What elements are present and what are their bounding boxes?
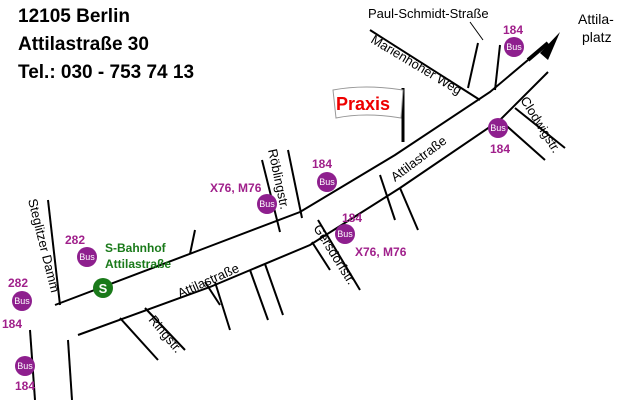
bus-icon [15, 356, 35, 376]
bus-icon [12, 291, 32, 311]
street-name: Ringstr. [146, 312, 186, 355]
side-streets [29, 29, 566, 400]
road-edge [514, 107, 566, 149]
road-edge [204, 281, 221, 306]
bus-icon-label: Bus [490, 123, 506, 133]
street-name: Paul-Schmidt-Straße [368, 6, 489, 21]
address-line: Tel.: 030 - 753 74 13 [18, 62, 194, 83]
flag [332, 86, 404, 119]
pointer [469, 21, 484, 41]
address-line: Attilastraße 30 [18, 34, 149, 55]
bus-icon [504, 37, 524, 57]
street-name: Steglitzer Damm [25, 197, 63, 294]
bus-icon-label: Bus [259, 199, 275, 209]
bus-lines: X76, M76 [355, 245, 407, 259]
road-edge [494, 44, 501, 91]
road-edge [67, 339, 73, 400]
bus-lines: 184 [312, 157, 332, 171]
bus-icon [488, 118, 508, 138]
road-edge [399, 187, 419, 231]
road-edge [249, 269, 269, 321]
address-line: 12105 Berlin [18, 6, 130, 27]
bus-icon-label: Bus [506, 42, 522, 52]
direction-arrow [540, 32, 560, 60]
road-edge [264, 263, 284, 316]
road-edge [287, 149, 303, 219]
road-edge [119, 317, 159, 361]
direction-arrow [526, 41, 550, 62]
bus-lines: X76, M76 [210, 181, 262, 195]
road-edge [144, 307, 186, 351]
bus-lines: 282 [65, 233, 85, 247]
bus-icon-label: Bus [337, 229, 353, 239]
bus-lines: 282 [8, 276, 28, 290]
bus-icon [77, 247, 97, 267]
street-name: Clodwigstr. [517, 94, 563, 156]
road-edge [317, 219, 361, 291]
station-icon [93, 278, 113, 298]
bus-icon-label: Bus [319, 177, 335, 187]
road-edge [379, 174, 396, 221]
bus-lines: 184 [503, 23, 523, 37]
bus-icon [317, 172, 337, 192]
street-name: Attilastraße [175, 260, 241, 300]
bus-icon [335, 224, 355, 244]
bus-lines: 184 [15, 379, 35, 393]
road-edge [47, 199, 61, 306]
bus-lines: 184 [490, 142, 510, 156]
bus-icon-label: Bus [14, 296, 30, 306]
station-name: Attilastraße [105, 257, 171, 271]
road-edge [467, 42, 479, 89]
bus-icon-label: Bus [17, 361, 33, 371]
bus-icon-label: Bus [79, 252, 95, 262]
station-icon-label: S [99, 281, 108, 296]
road-edge [369, 29, 481, 101]
destination: platz [582, 29, 612, 45]
road-edge [214, 281, 231, 331]
station-name: S-Bahnhof [105, 241, 167, 255]
destination: Attila- [578, 11, 614, 27]
road-edge [189, 229, 196, 255]
road-edge [311, 241, 331, 271]
road-edge [77, 71, 549, 336]
bus-icon [257, 194, 277, 214]
bus-lines: 184 [342, 211, 362, 225]
marker-label: Praxis [336, 94, 390, 114]
bus-lines: 184 [2, 317, 22, 331]
bus-stops: Bus 184 Bus 184 Bus 184 Bus X76, M76 Bus… [2, 23, 524, 393]
